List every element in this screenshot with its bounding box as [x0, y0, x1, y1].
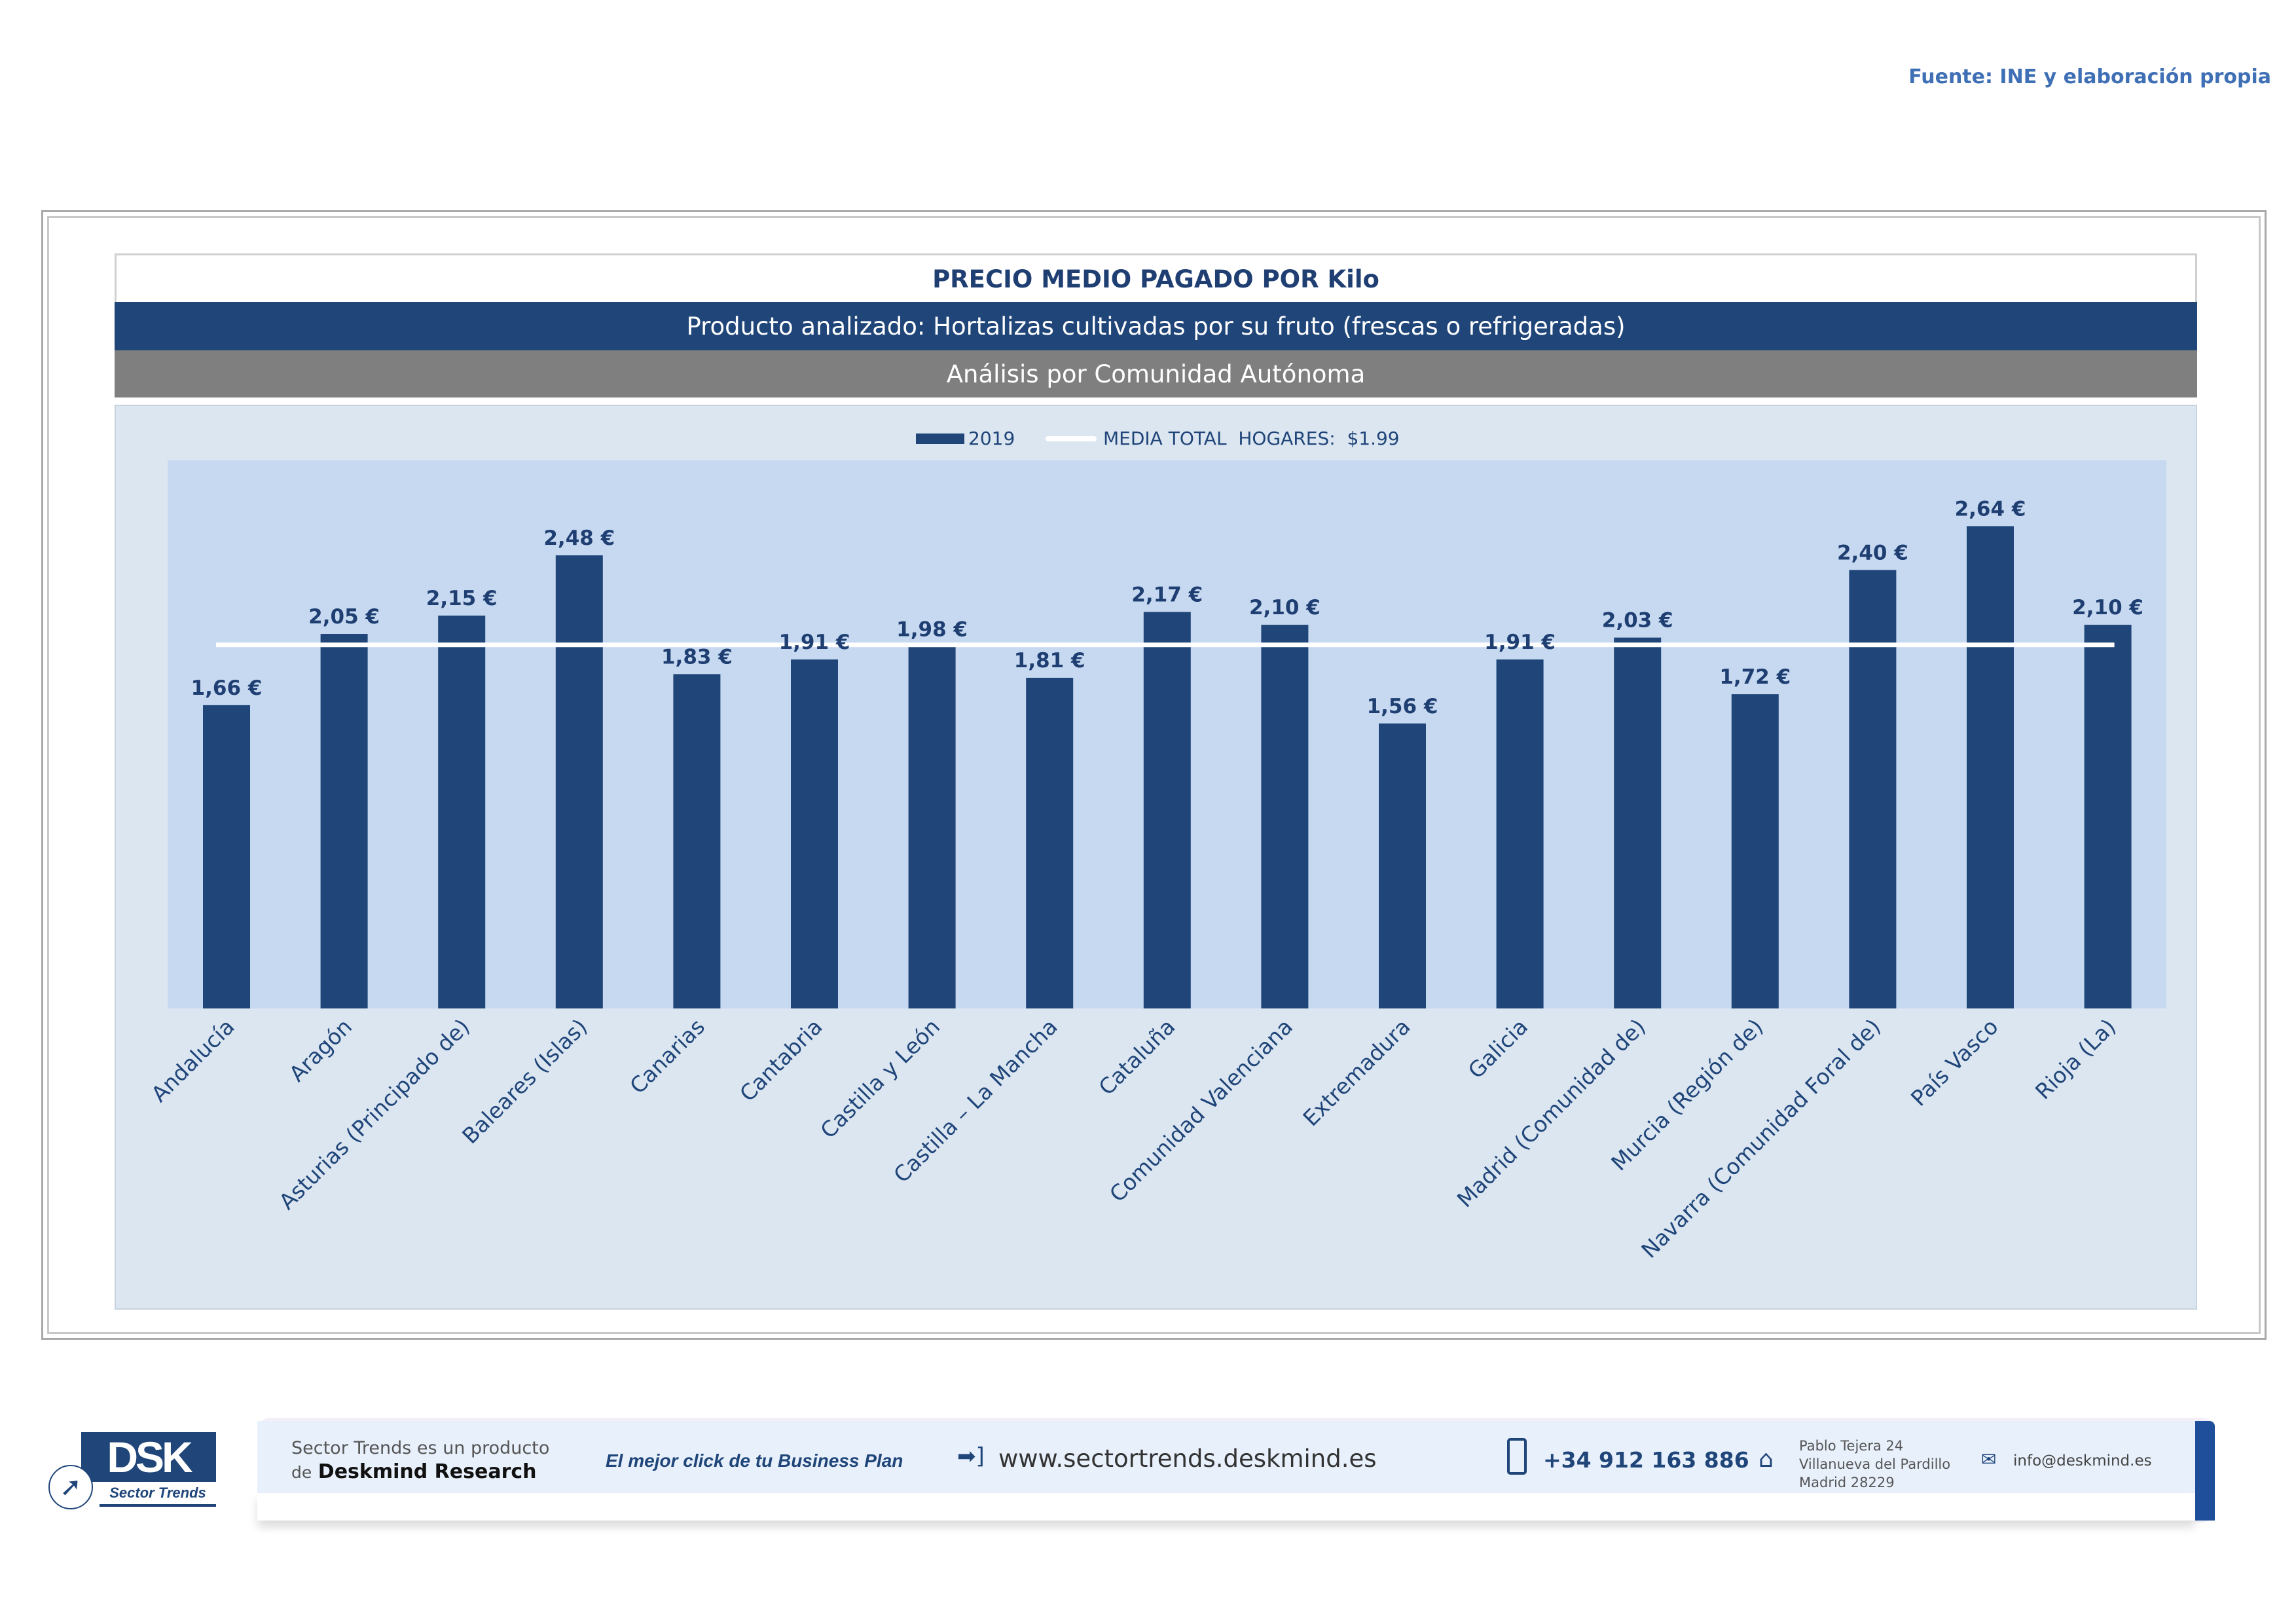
value-label: 2,40 €: [1837, 541, 1908, 564]
bar: [438, 616, 486, 1008]
source-note: Fuente: INE y elaboración propia: [1908, 65, 2271, 88]
category-label: Baleares (Islas): [457, 1014, 592, 1149]
bar: [791, 659, 838, 1008]
bar: [1379, 723, 1426, 1008]
bar: [203, 705, 250, 1008]
category-label: Andalucía: [146, 1014, 239, 1107]
footer-address: Pablo Tejera 24 Villanueva del Pardillo …: [1799, 1437, 1950, 1492]
bar: [320, 634, 368, 1008]
mail-icon: ✉: [1981, 1449, 1997, 1470]
value-label: 2,03 €: [1602, 609, 1673, 633]
analysis-banner: Análisis por Comunidad Autónoma: [115, 350, 2197, 397]
bar: [1261, 625, 1309, 1008]
legend-label-2019: 2019: [968, 428, 1015, 449]
bar-chart: 2019 MEDIA TOTAL HOGARES: $1.99 1,66 € 2,…: [146, 428, 2166, 1263]
footer-brand: Deskmind Research: [318, 1460, 537, 1483]
footer-brand-line: de Deskmind Research: [291, 1460, 537, 1483]
value-label: 2,17 €: [1131, 583, 1203, 607]
chart-frame: [41, 210, 2267, 1340]
category-label: Asturias (Principado de): [274, 1014, 474, 1214]
category-label: Galicia: [1463, 1014, 1533, 1084]
logo-subtitle: Sector Trends: [100, 1485, 216, 1507]
bar: [555, 555, 603, 1008]
bar: [1496, 659, 1544, 1008]
value-label: 1,72 €: [1719, 665, 1791, 689]
category-label: Castilla y León: [815, 1014, 945, 1143]
chart-area: 2019 MEDIA TOTAL HOGARES: $1.99 1,66 € 2,…: [115, 405, 2197, 1310]
dsk-logo: DSK Sector Trends ➚: [48, 1432, 216, 1509]
bar: [1614, 637, 1662, 1008]
chart-title: PRECIO MEDIO PAGADO POR Kilo: [115, 253, 2197, 304]
bar: [1849, 570, 1897, 1008]
value-label: 2,15 €: [426, 587, 498, 610]
category-label: Cataluña: [1093, 1014, 1180, 1100]
footer-slogan: El mejor click de tu Business Plan: [606, 1450, 903, 1471]
footer-banner-body: [257, 1421, 2195, 1493]
footer-banner-edge: [2195, 1421, 2215, 1521]
footer-product-line: Sector Trends es un producto: [291, 1438, 550, 1458]
value-label: 1,91 €: [779, 631, 850, 654]
home-icon: ⌂: [1758, 1446, 1774, 1473]
category-label: Cantabria: [735, 1014, 828, 1107]
category-label: Canarias: [625, 1014, 710, 1099]
bar: [2084, 625, 2132, 1008]
bar: [673, 674, 721, 1008]
bar: [1143, 612, 1191, 1008]
value-label: 1,66 €: [191, 676, 263, 700]
footer-email[interactable]: info@deskmind.es: [2013, 1452, 2152, 1469]
rocket-icon: ➚: [48, 1465, 93, 1509]
value-label: 2,05 €: [308, 605, 380, 629]
bar: [1731, 694, 1779, 1008]
bar: [1967, 526, 2014, 1008]
legend-swatch-mean: [1046, 436, 1097, 441]
bar: [908, 646, 956, 1008]
category-label: Madrid (Comunidad de): [1452, 1014, 1650, 1212]
website-link[interactable]: www.sectortrends.deskmind.es: [998, 1445, 1377, 1473]
value-label: 2,10 €: [2072, 596, 2143, 619]
category-label: Navarra (Comunidad Foral de): [1636, 1014, 1886, 1263]
value-label: 2,64 €: [1955, 497, 2026, 521]
legend-label-mean: MEDIA TOTAL HOGARES: $1.99: [1103, 428, 1400, 449]
value-label: 1,83 €: [661, 645, 733, 669]
value-label: 2,48 €: [543, 526, 615, 550]
legend: 2019 MEDIA TOTAL HOGARES: $1.99: [916, 428, 1400, 449]
footer-phone[interactable]: +34 912 163 886: [1543, 1447, 1749, 1473]
value-label: 1,56 €: [1367, 695, 1438, 718]
bar: [1026, 678, 1074, 1008]
value-label: 1,98 €: [896, 618, 968, 642]
address-line-3: Madrid 28229: [1799, 1475, 1895, 1490]
category-label: País Vasco: [1906, 1014, 2003, 1111]
footer-brand-prefix: de: [291, 1463, 312, 1482]
logo-mark: DSK: [81, 1432, 216, 1482]
value-label: 1,91 €: [1484, 631, 1556, 654]
value-label: 1,81 €: [1014, 649, 1085, 673]
website-icon: ➡]: [957, 1443, 985, 1469]
legend-swatch-2019: [916, 434, 964, 444]
category-label: Rioja (La): [2030, 1014, 2121, 1104]
phone-icon: [1507, 1438, 1527, 1475]
address-line-2: Villanueva del Pardillo: [1799, 1456, 1951, 1472]
footer-banner-strip: [257, 1493, 2195, 1521]
product-banner: Producto analizado: Hortalizas cultivada…: [115, 302, 2197, 350]
value-label: 2,10 €: [1249, 596, 1321, 619]
address-line-1: Pablo Tejera 24: [1799, 1438, 1904, 1454]
category-label: Extremadura: [1298, 1014, 1415, 1131]
category-label: Aragón: [284, 1014, 357, 1086]
